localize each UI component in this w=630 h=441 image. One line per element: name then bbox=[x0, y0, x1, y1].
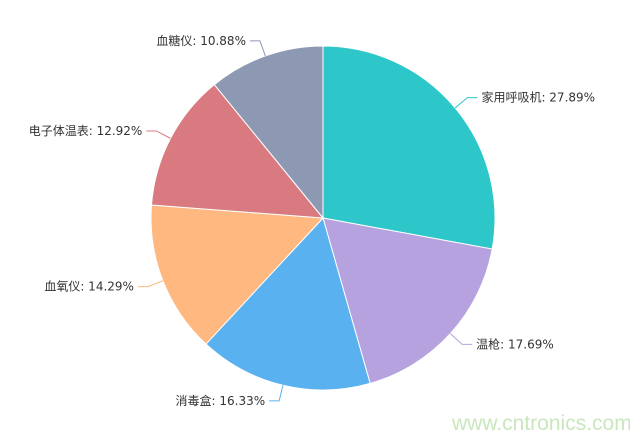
slice-label: 温枪: 17.69% bbox=[476, 336, 554, 351]
watermark: www.cntronics.com bbox=[452, 412, 630, 435]
label-leader-line bbox=[146, 130, 171, 139]
slice-label: 电子体温表: 12.92% bbox=[29, 124, 143, 138]
label-leader-line bbox=[454, 97, 478, 109]
pie-slice[interactable] bbox=[150, 204, 325, 345]
pie-slice[interactable] bbox=[213, 45, 324, 220]
slice-label: 家用呼吸机: 27.89% bbox=[481, 90, 595, 105]
pie-slice[interactable] bbox=[205, 217, 371, 391]
slice-label: 血糖仪: 10.88% bbox=[156, 33, 246, 48]
slice-label: 消毒盒: 16.33% bbox=[176, 393, 266, 408]
label-leader-line bbox=[249, 40, 266, 57]
label-leader-line bbox=[269, 385, 284, 402]
label-leader-line bbox=[449, 333, 473, 345]
pie-slice[interactable] bbox=[322, 45, 496, 250]
slice-label: 血氧仪: 14.29% bbox=[44, 280, 134, 294]
pie-slice[interactable] bbox=[150, 83, 325, 219]
label-leader-line bbox=[137, 280, 164, 288]
